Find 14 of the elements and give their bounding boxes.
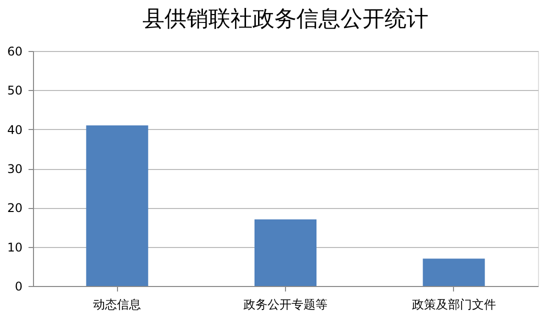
bar — [86, 125, 148, 286]
bar — [422, 258, 485, 286]
chart-title: 县供销联社政务信息公开统计 — [142, 7, 428, 32]
y-tick-label: 0 — [14, 280, 22, 294]
x-tick-label: 政务公开专题等 — [244, 298, 328, 312]
y-tick-label: 40 — [7, 122, 22, 137]
y-tick-label: 10 — [7, 240, 22, 254]
bar — [254, 219, 316, 286]
y-tick-label: 30 — [7, 162, 22, 176]
x-tick-label: 政策及部门文件 — [412, 298, 496, 312]
y-tick-label: 60 — [7, 44, 22, 58]
x-tick-label: 动态信息 — [93, 298, 142, 312]
y-tick-label: 20 — [7, 201, 22, 216]
y-tick-label: 50 — [7, 84, 22, 98]
